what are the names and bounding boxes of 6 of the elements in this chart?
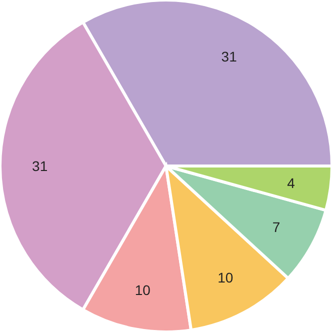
data-label: 10: [218, 269, 234, 286]
data-label: 10: [134, 282, 151, 298]
data-label: 7: [272, 219, 280, 236]
data-label: 31: [32, 158, 48, 174]
data-label: 31: [221, 48, 238, 65]
data-label: 4: [287, 174, 296, 191]
